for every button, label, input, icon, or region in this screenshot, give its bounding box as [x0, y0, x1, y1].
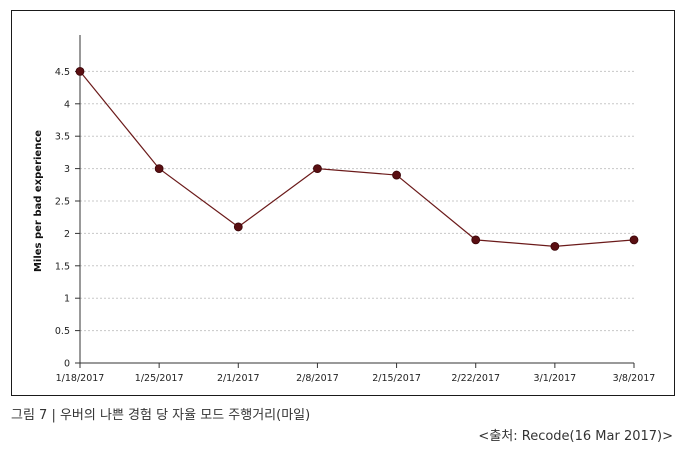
x-tick-label: 2/1/2017 — [217, 373, 260, 384]
y-axis-label: Miles per bad experience — [33, 130, 44, 272]
gridlines — [80, 70, 634, 332]
data-point — [313, 164, 322, 174]
y-tick-label: 2 — [64, 229, 70, 240]
x-tick-label: 3/8/2017 — [613, 373, 656, 384]
series-line-path — [79, 71, 635, 247]
data-point — [75, 67, 85, 76]
x-tick-label: 2/8/2017 — [296, 373, 339, 384]
x-tick-label: 1/25/2017 — [135, 373, 184, 384]
x-tick-label: 2/15/2017 — [372, 373, 421, 384]
y-tick-label: 1.5 — [55, 261, 70, 272]
y-tick-label: 0 — [64, 359, 70, 370]
data-point — [550, 241, 560, 251]
data-point — [392, 170, 401, 180]
x-tick-label: 1/18/2017 — [56, 373, 105, 384]
y-tick-label: 4.5 — [55, 67, 70, 78]
data-point — [154, 164, 164, 174]
data-points — [75, 67, 639, 251]
y-tick-label: 1 — [64, 294, 70, 305]
y-tick-label: 3.5 — [55, 132, 70, 143]
y-tick-label: 2.5 — [55, 197, 70, 208]
chart-frame: 0 0.5 1 1.5 2 2.5 3 3.5 4 4.5 1/18/2017 1/25/2017 2… — [11, 10, 675, 396]
y-tick-label: 3 — [64, 164, 70, 175]
figure-caption: 그림 7 | 우버의 나쁜 경험 당 자율 모드 주행거리(마일) — [11, 408, 311, 423]
data-point — [233, 222, 243, 232]
source-note: <출처: Recode(16 Mar 2017)> — [478, 429, 673, 444]
y-tick-label: 0.5 — [55, 326, 70, 337]
data-point — [629, 235, 639, 245]
x-tick-label: 3/1/2017 — [534, 373, 577, 384]
line-chart: 0 0.5 1 1.5 2 2.5 3 3.5 4 4.5 1/18/2017 1/25/2017 2… — [33, 35, 656, 384]
x-tick-label: 2/22/2017 — [451, 373, 500, 384]
axes — [75, 35, 635, 368]
data-point — [471, 235, 481, 245]
y-tick-label: 4 — [64, 99, 70, 110]
y-tick-labels: 0 0.5 1 1.5 2 2.5 3 3.5 4 4.5 — [55, 67, 70, 370]
series-line — [79, 71, 635, 247]
x-tick-labels: 1/18/2017 1/25/2017 2/1/2017 2/8/2017 2/15/2… — [56, 373, 656, 384]
